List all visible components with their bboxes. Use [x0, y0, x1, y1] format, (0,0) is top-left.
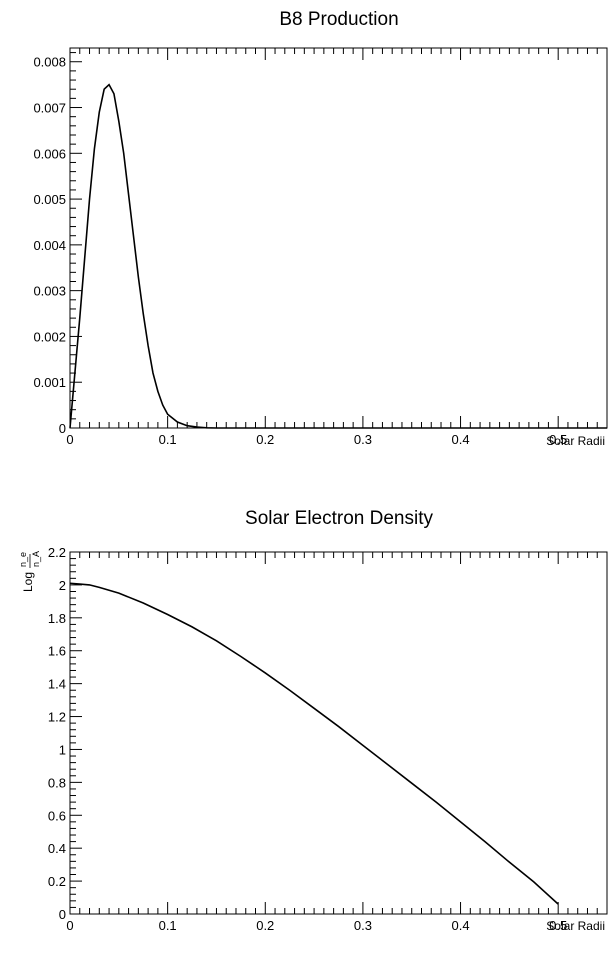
y-axis-label-denominator: n_A [31, 551, 41, 567]
x-tick-label: 0.1 [159, 918, 177, 933]
x-tick-label: 0.5 [549, 918, 567, 933]
y-tick-label: 0.004 [33, 238, 66, 253]
y-tick-label: 1.8 [48, 611, 66, 626]
y-tick-label: 0.007 [33, 101, 66, 116]
y-tick-label: 0.8 [48, 775, 66, 790]
y-tick-label: 1.2 [48, 710, 66, 725]
y-tick-label: 2 [59, 578, 66, 593]
y-tick-label: 0.4 [48, 841, 66, 856]
y-tick-label: 0.002 [33, 329, 66, 344]
y-axis-ticks: 0 0.2 0.4 0.6 0.8 1 1.2 1.4 1.6 1.8 2 2.2 [48, 545, 82, 922]
chart-panel-solar-electron-density: Solar Electron Density 0 0.1 0.2 0.3 0.4 0.5 … [18, 508, 608, 933]
y-tick-label: 0 [59, 421, 66, 436]
x-tick-label: 0.3 [354, 918, 372, 933]
y-axis-label-numerator: n_e [18, 552, 28, 567]
chart-panel-b8-production: B8 Production 0 0.1 0.2 0.3 0.4 0.5 0 0.001 0.0… [33, 9, 608, 448]
y-tick-label: 0.003 [33, 284, 66, 299]
y-axis-label: Log n_e n_A [18, 551, 41, 592]
chart-title: Solar Electron Density [245, 508, 433, 529]
y-tick-label: 1 [59, 742, 66, 757]
x-tick-label: 0.3 [354, 432, 372, 447]
x-tick-label: 0.4 [452, 432, 470, 447]
y-tick-label: 2.2 [48, 545, 66, 560]
x-tick-label: 0.2 [256, 918, 274, 933]
series-line [69, 582, 559, 905]
y-tick-label: 0.001 [33, 375, 66, 390]
series-line [69, 83, 607, 429]
x-axis-ticks: 0 0.1 0.2 0.3 0.4 0.5 [66, 552, 608, 933]
x-tick-label: 0.1 [159, 432, 177, 447]
x-tick-label: 0.5 [549, 432, 567, 447]
y-tick-label: 0 [59, 907, 66, 922]
y-tick-label: 0.005 [33, 192, 66, 207]
x-tick-label: 0.4 [452, 918, 470, 933]
plot-frame [69, 47, 608, 429]
y-axis-ticks: 0 0.001 0.002 0.003 0.004 0.005 0.006 0.007 0.00… [33, 52, 82, 436]
chart-title: B8 Production [279, 9, 398, 30]
x-tick-label: 0.2 [256, 432, 274, 447]
x-axis-label: Solar Radii [546, 434, 605, 448]
x-axis-ticks: 0 0.1 0.2 0.3 0.4 0.5 [66, 48, 608, 447]
x-axis-label: Solar Radii [546, 919, 605, 933]
x-tick-label: 0 [66, 432, 73, 447]
y-tick-label: 1.4 [48, 677, 66, 692]
y-axis-label-log: Log [21, 572, 35, 592]
x-tick-label: 0 [66, 918, 73, 933]
y-tick-label: 0.006 [33, 146, 66, 161]
y-tick-label: 1.6 [48, 644, 66, 659]
y-tick-label: 0.2 [48, 874, 66, 889]
plot-frame [69, 551, 608, 915]
y-tick-label: 0.6 [48, 808, 66, 823]
y-tick-label: 0.008 [33, 55, 66, 70]
